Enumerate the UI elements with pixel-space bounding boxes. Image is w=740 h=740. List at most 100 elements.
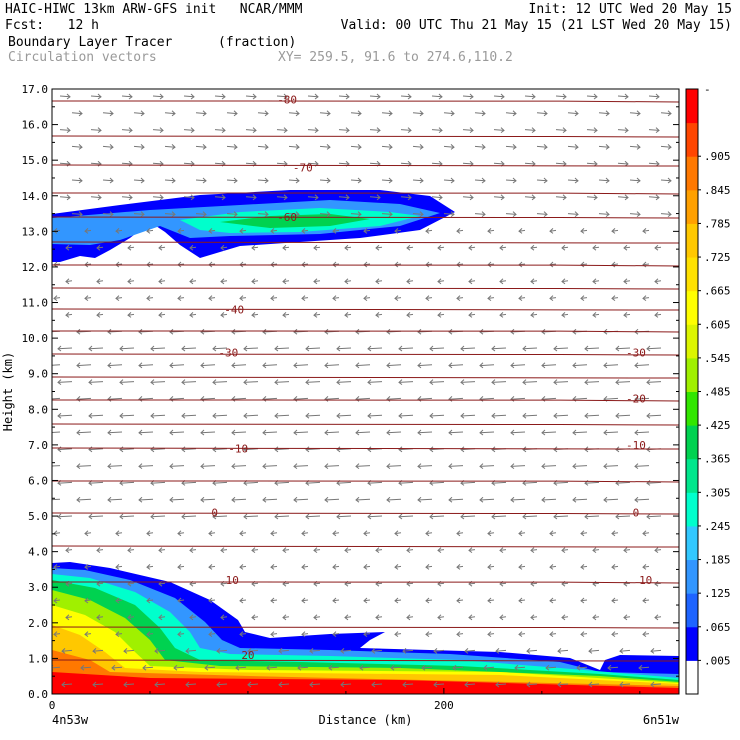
vector-shaft: [307, 129, 319, 131]
vector-head: [499, 614, 504, 621]
vector-shaft: [425, 633, 433, 635]
isotherm-label: 20: [241, 649, 254, 662]
vector-shaft: [448, 364, 464, 367]
vector-head: [592, 547, 597, 554]
vector-head: [499, 547, 504, 554]
vector-shaft: [270, 532, 278, 535]
vector-head: [111, 664, 116, 671]
vector-shaft: [553, 481, 569, 484]
colorbar-swatch: [686, 122, 698, 157]
vector-head: [437, 244, 442, 251]
vector-shaft: [646, 347, 662, 350]
vector-head: [655, 127, 660, 134]
header-init-time: Init: 12 UTC Wed 20 May 15: [528, 2, 733, 17]
vector-head: [417, 496, 422, 503]
vector-shaft: [59, 162, 71, 165]
colorbar-label: .365: [704, 453, 731, 466]
vector-head: [530, 614, 535, 621]
vector-head: [305, 513, 310, 520]
vector-head: [667, 211, 672, 218]
vector-shaft: [402, 683, 414, 686]
vector-shaft: [495, 683, 507, 686]
vector-shaft: [276, 129, 288, 131]
vector-shaft: [276, 95, 288, 98]
vector-head: [309, 648, 314, 654]
vector-shaft: [460, 515, 476, 518]
vector-shaft: [611, 633, 619, 635]
vector-shaft: [514, 666, 526, 669]
vector-head: [642, 530, 647, 537]
vector-shaft: [92, 683, 104, 686]
x-tick-label: 200: [434, 699, 454, 712]
vector-shaft: [71, 179, 83, 182]
vector-head: [419, 144, 424, 150]
vector-head: [655, 93, 660, 100]
vector-head: [394, 530, 399, 537]
vector-head: [650, 648, 655, 654]
vector-head: [588, 681, 593, 688]
vector-head: [66, 93, 71, 100]
vector-head: [107, 396, 112, 402]
vector-head: [483, 664, 488, 671]
vector-head: [561, 614, 566, 621]
colorbar-label: .545: [704, 352, 731, 365]
vector-shaft: [169, 498, 185, 501]
vector-shaft: [642, 229, 650, 232]
vector-shaft: [386, 498, 402, 501]
vector-shaft: [123, 649, 135, 652]
vector-shaft: [152, 129, 164, 131]
vector-head: [541, 396, 546, 402]
isotherm-label: 10: [639, 574, 652, 587]
vector-head: [169, 429, 174, 436]
vector-head: [557, 681, 562, 688]
vector-shaft: [456, 633, 464, 635]
vector-shaft: [524, 129, 536, 131]
vector-head: [340, 681, 345, 688]
vector-head: [202, 177, 207, 184]
vector-shaft: [541, 364, 557, 367]
vector-shaft: [115, 532, 123, 535]
vector-shaft: [425, 229, 433, 232]
vector-shaft: [177, 633, 185, 635]
y-tick-label: 11.0: [22, 297, 49, 310]
colorbar-swatch: [686, 391, 698, 426]
vector-shaft: [479, 498, 495, 501]
vector-shaft: [239, 297, 247, 299]
vector-shaft: [305, 381, 321, 383]
vector-shaft: [262, 498, 278, 501]
vector-shaft: [367, 515, 383, 518]
vector-head: [584, 379, 589, 386]
vector-head: [388, 144, 393, 150]
vector-head: [220, 614, 225, 621]
vector-head: [667, 177, 672, 184]
vector-head: [367, 345, 372, 352]
vector-head: [460, 446, 465, 453]
vector-shaft: [406, 313, 414, 316]
vector-head: [562, 194, 567, 201]
vector-head: [460, 412, 465, 419]
vector-head: [221, 127, 226, 134]
vector-head: [46, 464, 49, 469]
vector-head: [375, 614, 380, 621]
colorbar-label: .485: [704, 386, 731, 399]
vector-shaft: [522, 481, 538, 484]
vector-head: [363, 228, 368, 234]
vector-shaft: [617, 95, 629, 98]
vector-shaft: [456, 599, 464, 602]
vector-head: [212, 513, 217, 520]
vector-shaft: [216, 649, 228, 652]
vector-head: [437, 312, 442, 318]
isotherm-label: -10: [626, 439, 646, 452]
vector-head: [438, 93, 443, 100]
vector-shaft: [443, 112, 455, 115]
vector-shaft: [332, 297, 340, 299]
vector-shaft: [629, 213, 641, 215]
vector-shaft: [491, 414, 507, 417]
vector-shaft: [115, 229, 123, 232]
vector-shaft: [332, 633, 340, 635]
vector-head: [584, 446, 589, 453]
vector-shaft: [309, 649, 321, 652]
vector-head: [541, 496, 546, 503]
vector-shaft: [158, 549, 166, 551]
vector-head: [53, 295, 58, 302]
